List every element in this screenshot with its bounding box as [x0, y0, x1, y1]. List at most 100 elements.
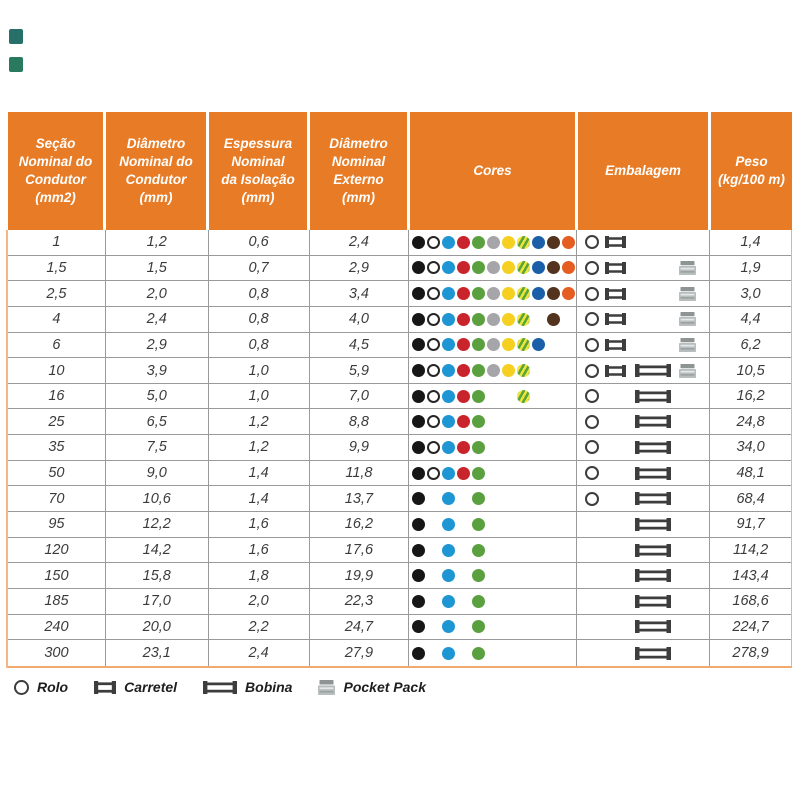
table-row: 1,5 1,5 0,7 2,9 1,9	[8, 255, 791, 282]
color-dot-laranja	[562, 235, 576, 249]
column-header-diametro_condutor: Diâmetro Nominal do Condutor (mm)	[106, 112, 206, 230]
conductor-spec-table: Seção Nominal do Condutor (mm2) Diâmetro …	[6, 112, 792, 668]
legend-item-carretel: Carretel	[94, 679, 177, 695]
cell-secao: 70	[8, 486, 106, 512]
color-slot	[441, 261, 456, 275]
cell-secao: 35	[8, 435, 106, 460]
legend-label-rolo: Rolo	[37, 679, 69, 695]
color-dot-verde	[472, 492, 486, 506]
package-slot	[679, 312, 699, 327]
color-dot-amarelo	[502, 364, 516, 378]
color-slot	[411, 287, 426, 301]
color-dot-branco	[427, 312, 441, 326]
cell-peso: 168,6	[732, 593, 769, 610]
rolo-icon	[585, 389, 600, 404]
color-dot-verde_amarelo	[517, 338, 531, 352]
cell-cores	[409, 486, 578, 512]
carretel-icon	[94, 680, 117, 694]
legend-item-rolo: Rolo	[14, 679, 68, 695]
color-dot-verde	[472, 287, 486, 301]
cell-diametro-externo: 4,0	[310, 306, 410, 332]
color-dot-cinza	[487, 287, 501, 301]
color-slot	[501, 364, 516, 378]
cell-embalagem	[577, 640, 711, 666]
color-dot-preto	[412, 338, 426, 352]
bobina-icon	[635, 620, 672, 634]
cell-peso: 68,4	[736, 490, 765, 507]
color-dot-preto	[412, 261, 426, 275]
color-dot-azul	[442, 646, 456, 660]
color-slot	[426, 235, 441, 249]
legend-item-pocket-pack: Pocket Pack	[318, 679, 426, 695]
color-dot-azul_escuro	[532, 261, 546, 275]
color-dot-branco	[427, 440, 441, 454]
package-slot	[585, 414, 605, 429]
color-dot-amarelo	[502, 312, 516, 326]
color-slot	[486, 312, 501, 326]
color-dot-preto	[412, 364, 426, 378]
color-slot	[426, 287, 441, 301]
color-dot-marrom	[547, 287, 561, 301]
color-dot-preto	[412, 594, 426, 608]
cell-embalagem	[577, 358, 711, 383]
package-slot	[585, 389, 605, 404]
color-slot	[411, 261, 426, 275]
color-slot	[411, 543, 426, 557]
color-dot-amarelo	[502, 235, 516, 249]
table-row: 6 2,9 0,8 4,5 6,2	[8, 332, 791, 359]
color-slot	[456, 389, 471, 403]
color-slot	[426, 364, 441, 378]
color-slot	[411, 389, 426, 403]
color-dot-azul	[442, 517, 456, 531]
color-dot-preto	[412, 569, 426, 583]
cell-diametro-condutor: 9,0	[106, 460, 209, 486]
color-slot	[471, 338, 486, 352]
color-dot-vermelho	[457, 338, 471, 352]
table-row: 35 7,5 1,2 9,9 34,0	[8, 435, 791, 461]
cell-cores	[409, 460, 578, 486]
color-dot-amarelo	[502, 338, 516, 352]
color-dot-preto	[412, 415, 426, 429]
cell-peso: 114,2	[732, 542, 769, 558]
color-dot-preto	[412, 646, 426, 660]
package-slot	[585, 312, 605, 327]
color-dot-azul	[442, 338, 456, 352]
package-slot	[635, 594, 679, 608]
cell-secao: 185	[8, 588, 106, 614]
package-slot	[605, 236, 635, 249]
table-row: 95 12,2 1,6 16,2 91,7	[8, 512, 791, 538]
color-slot	[486, 364, 501, 378]
package-slot	[635, 517, 679, 531]
color-slot	[501, 287, 516, 301]
color-slot	[456, 312, 471, 326]
color-slot	[411, 646, 426, 660]
cell-embalagem	[577, 435, 711, 460]
color-slot	[411, 620, 426, 634]
teal-mark-top	[9, 29, 23, 44]
cell-diametro-condutor: 1,2	[106, 230, 209, 255]
color-dot-vermelho	[457, 389, 471, 403]
color-slot	[561, 235, 576, 249]
package-slot	[635, 620, 679, 634]
table-row: 1 1,2 0,6 2,4 1,4	[8, 230, 791, 256]
table-header-row: Seção Nominal do Condutor (mm2) Diâmetro …	[8, 112, 792, 230]
cell-cores	[409, 563, 578, 588]
package-slot	[585, 235, 605, 250]
cell-peso: 1,4	[740, 234, 761, 251]
cell-peso: 1,9	[740, 259, 761, 276]
color-dot-verde	[472, 620, 486, 634]
cell-embalagem	[577, 230, 711, 255]
color-slot	[561, 287, 576, 301]
cell-embalagem	[577, 563, 711, 588]
color-slot	[441, 543, 456, 557]
color-dot-verde	[472, 646, 486, 660]
color-slot	[411, 312, 426, 326]
package-slot	[585, 466, 605, 481]
cell-espessura: 1,6	[209, 512, 310, 537]
bobina-icon	[635, 517, 672, 531]
color-dot-vermelho	[457, 312, 471, 326]
color-slot	[456, 287, 471, 301]
cell-secao: 10	[8, 358, 106, 383]
package-slot	[635, 440, 679, 454]
color-dot-preto	[412, 543, 426, 557]
